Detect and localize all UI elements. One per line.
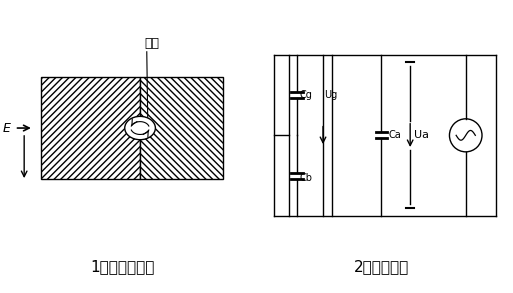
Text: Ca: Ca <box>388 130 401 140</box>
Bar <box>140 77 223 179</box>
Text: Ua: Ua <box>414 130 429 140</box>
Text: E: E <box>3 122 11 134</box>
Text: Cg: Cg <box>299 90 312 100</box>
Text: 空穴: 空穴 <box>144 37 159 50</box>
Ellipse shape <box>125 116 155 140</box>
Text: 2）等效电路: 2）等效电路 <box>354 259 409 274</box>
Bar <box>42 77 140 179</box>
Text: Cb: Cb <box>299 173 312 183</box>
Text: 1）介质内空穴: 1）介质内空穴 <box>91 259 155 274</box>
Text: Ug: Ug <box>324 90 337 100</box>
